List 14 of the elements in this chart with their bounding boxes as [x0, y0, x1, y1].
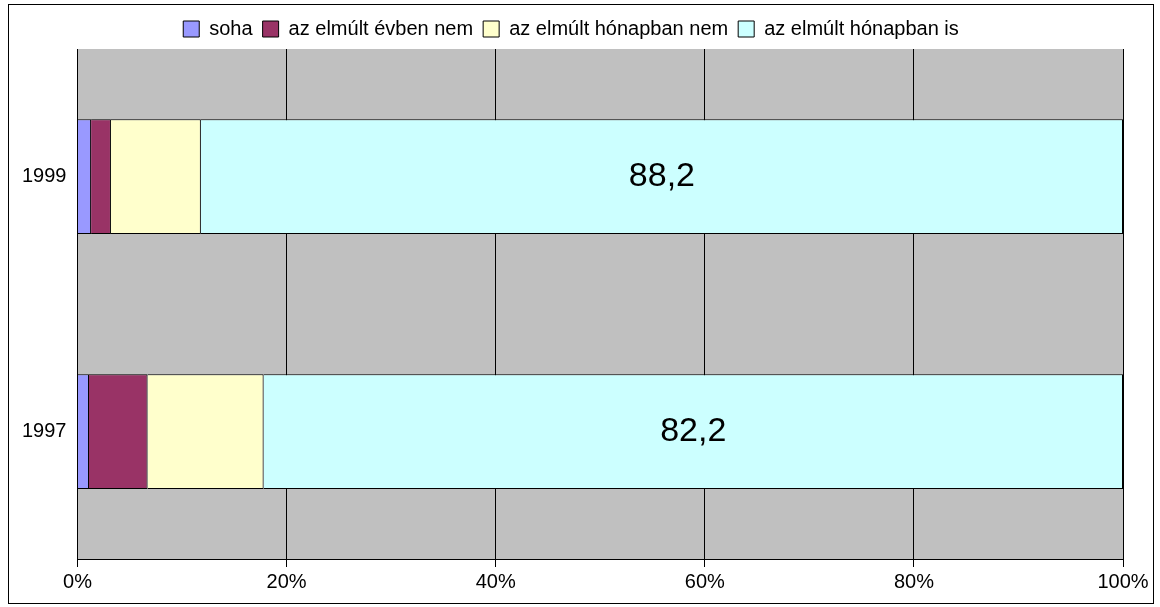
- x-tick-label: 80%: [893, 569, 935, 592]
- x-tick-label: 20%: [266, 569, 307, 592]
- legend-label: soha: [209, 16, 254, 39]
- x-tick-label: 40%: [475, 569, 516, 592]
- x-tick-label: 100%: [1097, 569, 1149, 592]
- y-tick-label: 1997: [21, 419, 67, 442]
- data-label: 82,2: [660, 409, 727, 448]
- y-tick-label: 1999: [21, 164, 67, 187]
- data-label: 88,2: [628, 154, 696, 193]
- x-tick-label: 60%: [684, 569, 726, 592]
- legend-label: az elmúlt évben nem: [288, 16, 474, 39]
- x-tick-label: 0%: [63, 569, 93, 592]
- legend-label: az elmúlt hónapban nem: [509, 16, 729, 39]
- legend-label: az elmúlt hónapban is: [764, 16, 959, 39]
